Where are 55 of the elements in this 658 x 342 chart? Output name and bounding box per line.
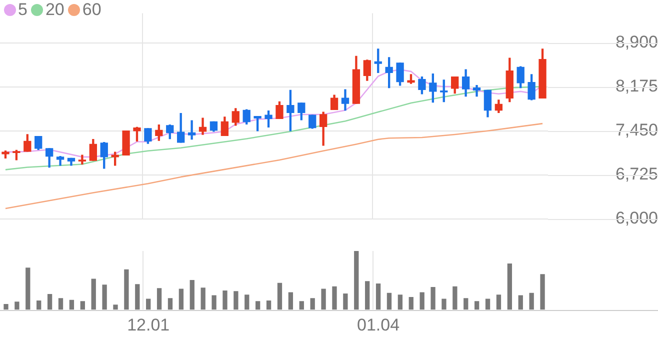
bar: [474, 301, 480, 310]
bar: [507, 264, 512, 310]
bar: [430, 287, 436, 310]
bar: [256, 301, 260, 310]
bar: [321, 288, 326, 310]
bar: [354, 251, 359, 310]
bar: [135, 284, 140, 310]
bar: [299, 301, 304, 310]
bar: [518, 295, 523, 310]
bar: [496, 294, 502, 310]
bar: [113, 304, 118, 310]
legend-label: 20: [45, 0, 64, 20]
bar: [156, 288, 162, 310]
bar: [442, 298, 446, 310]
bar: [408, 296, 414, 310]
bar: [4, 304, 8, 310]
bar: [200, 288, 206, 310]
bar: [212, 295, 216, 310]
bar: [386, 292, 392, 310]
bar: [310, 298, 315, 310]
bar: [47, 294, 52, 310]
bar: [14, 302, 20, 310]
bar: [332, 286, 337, 310]
bar: [124, 269, 129, 310]
bar: [26, 268, 30, 310]
bar: [529, 292, 534, 310]
x-tick-label: 01.04: [357, 315, 400, 334]
bar: [376, 283, 381, 310]
bar: [244, 294, 250, 310]
bar: [222, 290, 228, 310]
bar: [102, 284, 107, 310]
bar: [91, 278, 96, 310]
bar: [420, 292, 424, 310]
bar: [146, 298, 151, 310]
legend-label: 5: [18, 0, 28, 20]
bar: [266, 300, 272, 310]
x-tick-label: 12.01: [127, 315, 170, 334]
bar: [464, 298, 468, 310]
bar: [190, 280, 194, 310]
bar: [80, 301, 85, 310]
bar: [365, 281, 370, 310]
bar: [69, 300, 74, 310]
bar: [343, 293, 348, 310]
legend-label: 60: [82, 0, 102, 20]
bar: [168, 298, 173, 310]
bar: [277, 282, 282, 310]
bar: [178, 288, 184, 310]
bar: [485, 298, 490, 310]
bar: [58, 298, 64, 310]
bar: [234, 291, 238, 310]
bar: [398, 294, 403, 310]
bar: [36, 300, 42, 310]
bar: [288, 292, 294, 310]
bar: [540, 274, 545, 310]
bar: [452, 286, 458, 310]
